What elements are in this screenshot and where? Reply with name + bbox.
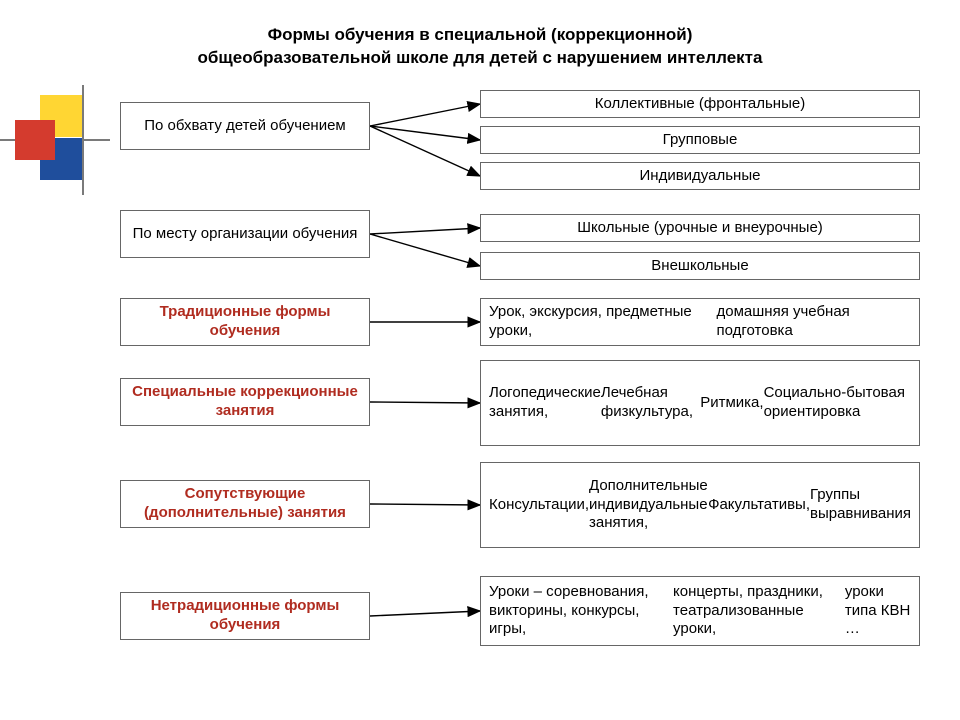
right-box-line: Дополнительные индивидуальные занятия,	[589, 477, 708, 533]
left-box-label: Нетрадиционные формы обучения	[129, 597, 361, 635]
deco-line-v	[82, 85, 84, 195]
deco-square-red	[15, 120, 55, 160]
left-box-lb2: По месту организации обучения	[120, 210, 370, 258]
left-box-label: Специальные коррекционные занятия	[129, 383, 361, 421]
right-box-line: Урок, экскурсия, предметные уроки,	[489, 303, 717, 341]
arrow-lb2-rb5	[370, 234, 480, 266]
right-box-line: Индивидуальные	[640, 167, 761, 186]
right-box-rb3: Индивидуальные	[480, 162, 920, 190]
right-box-line: Школьные (урочные и внеурочные)	[577, 219, 823, 238]
right-box-line: Группы выравнивания	[810, 486, 911, 524]
right-box-line: Социально-бытовая ориентировка	[764, 384, 911, 422]
right-box-rb4: Школьные (урочные и внеурочные)	[480, 214, 920, 242]
right-box-line: концерты, праздники, театрализованные ур…	[673, 583, 845, 639]
right-box-rb7: Логопедические занятия,Лечебная физкульт…	[480, 360, 920, 446]
left-box-label: Сопутствующие (дополнительные) занятия	[129, 485, 361, 523]
arrow-lb2-rb4	[370, 228, 480, 234]
right-box-rb5: Внешкольные	[480, 252, 920, 280]
right-box-line: Логопедические занятия,	[489, 384, 601, 422]
right-box-rb2: Групповые	[480, 126, 920, 154]
left-box-lb4: Специальные коррекционные занятия	[120, 378, 370, 426]
right-box-line: домашняя учебная подготовка	[717, 303, 912, 341]
title-line-2: общеобразовательной школе для детей с на…	[198, 48, 763, 67]
left-box-lb5: Сопутствующие (дополнительные) занятия	[120, 480, 370, 528]
arrow-lb4-rb7	[370, 402, 480, 403]
right-box-line: Консультации,	[489, 496, 589, 515]
right-box-line: Внешкольные	[651, 257, 748, 276]
right-box-rb6: Урок, экскурсия, предметные уроки,домашн…	[480, 298, 920, 346]
arrow-lb5-rb8	[370, 504, 480, 505]
right-box-rb9: Уроки – соревнования, викторины, конкурс…	[480, 576, 920, 646]
arrow-lb6-rb9	[370, 611, 480, 616]
left-box-label: Традиционные формы обучения	[129, 303, 361, 341]
right-box-line: уроки типа КВН …	[845, 583, 911, 639]
left-box-lb6: Нетрадиционные формы обучения	[120, 592, 370, 640]
right-box-line: Факультативы,	[708, 496, 810, 515]
right-box-line: Лечебная физкультура,	[601, 384, 700, 422]
title-line-1: Формы обучения в специальной (коррекцион…	[268, 25, 693, 44]
right-box-line: Уроки – соревнования, викторины, конкурс…	[489, 583, 673, 639]
arrow-lb1-rb1	[370, 104, 480, 126]
page-title: Формы обучения в специальной (коррекцион…	[0, 24, 960, 70]
right-box-line: Коллективные (фронтальные)	[595, 95, 805, 114]
arrow-lb1-rb3	[370, 126, 480, 176]
left-box-lb3: Традиционные формы обучения	[120, 298, 370, 346]
left-box-lb1: По обхвату детей обучением	[120, 102, 370, 150]
right-box-rb8: Консультации,Дополнительные индивидуальн…	[480, 462, 920, 548]
right-box-line: Ритмика,	[700, 394, 763, 413]
right-box-line: Групповые	[663, 131, 738, 150]
arrow-lb1-rb2	[370, 126, 480, 140]
right-box-rb1: Коллективные (фронтальные)	[480, 90, 920, 118]
left-box-label: По обхвату детей обучением	[144, 117, 346, 136]
left-box-label: По месту организации обучения	[133, 225, 358, 244]
